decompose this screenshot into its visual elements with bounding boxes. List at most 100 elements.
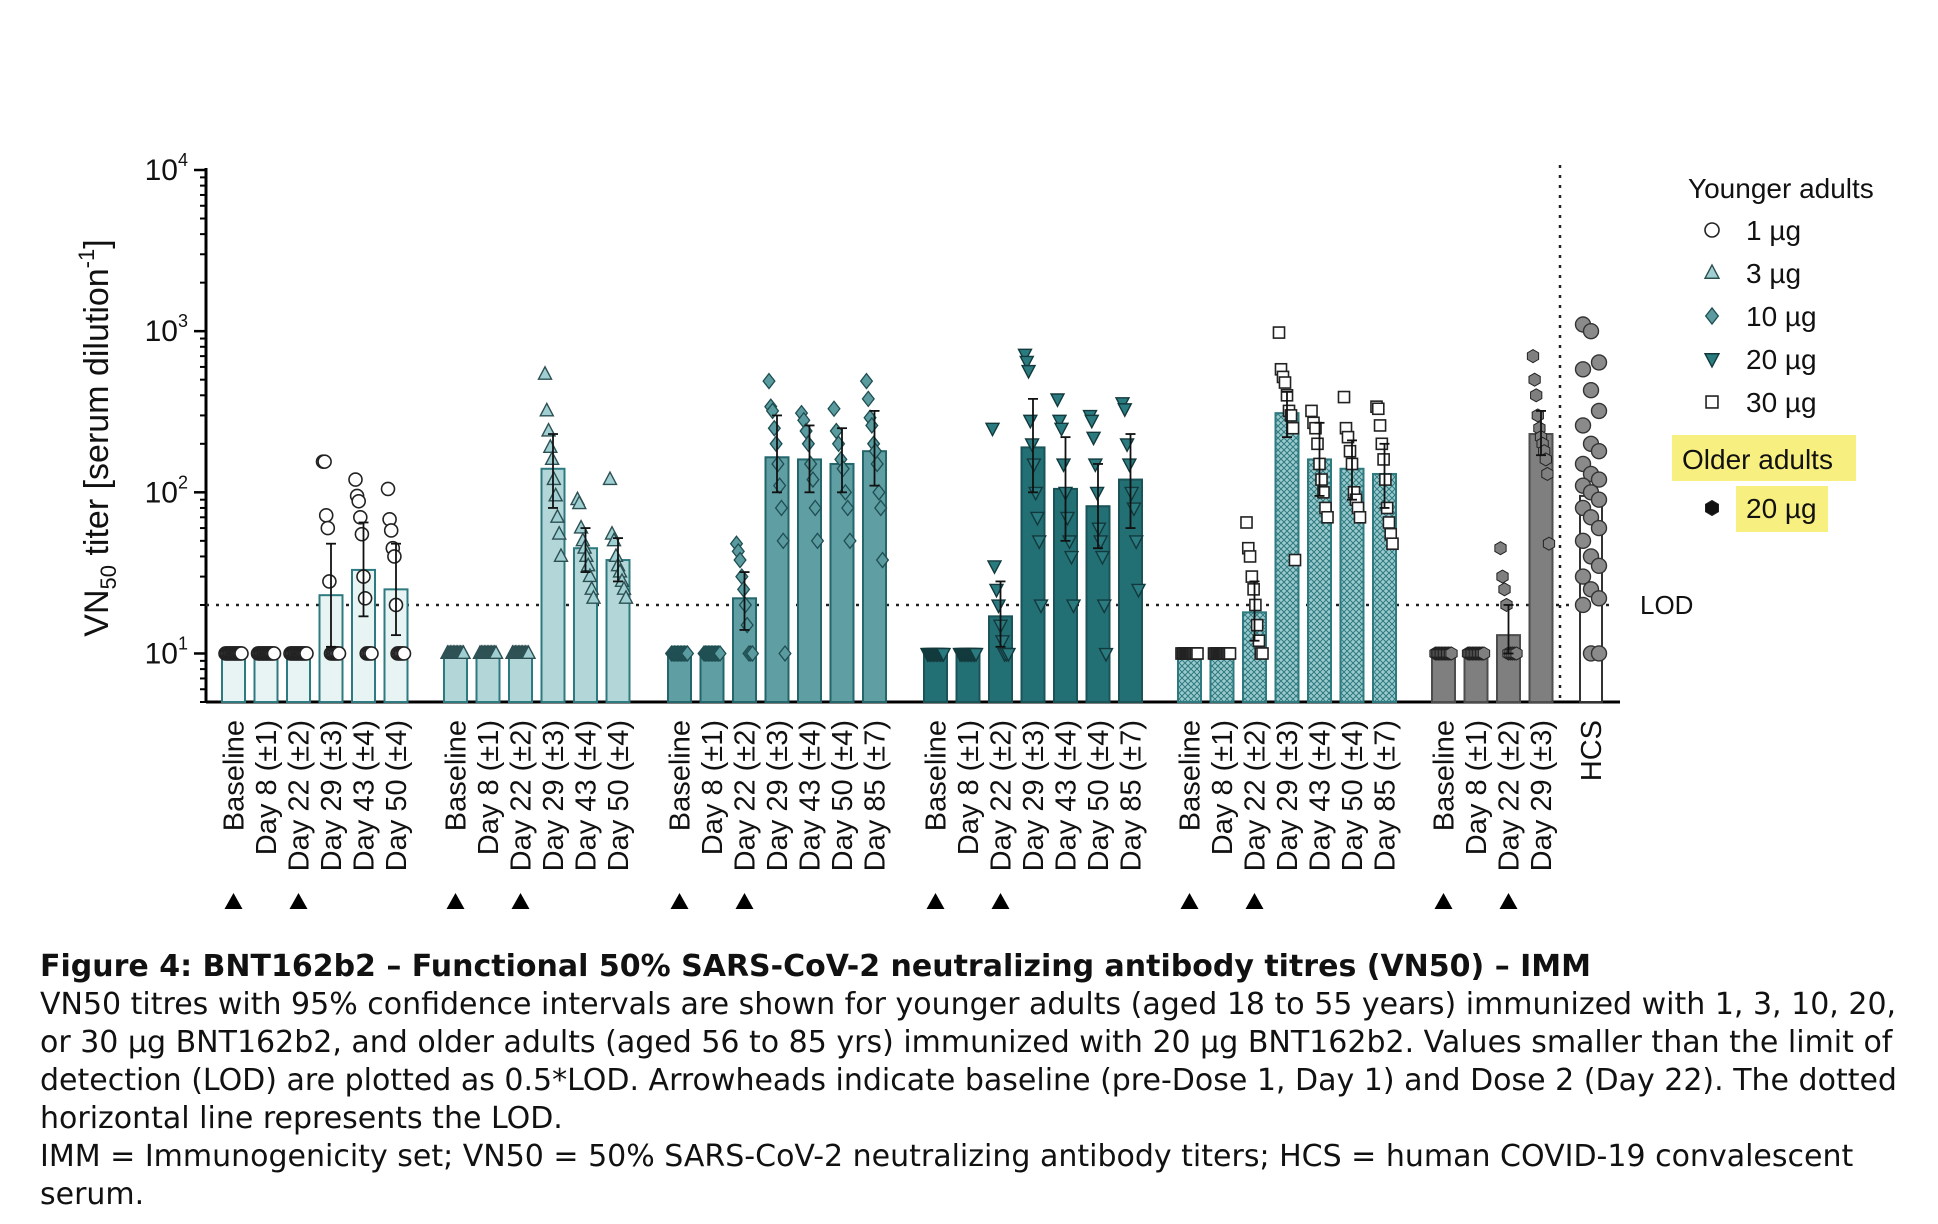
data-point (713, 644, 727, 663)
data-point (1243, 550, 1257, 563)
x-tick-label: Baseline (921, 720, 953, 831)
arrowhead-marker (670, 893, 689, 909)
hcs-data-point (1590, 471, 1608, 488)
data-point (1284, 409, 1298, 422)
x-tick-label: Day 43 (±4) (349, 720, 381, 871)
data-point (874, 499, 888, 517)
data-point (571, 494, 587, 510)
hcs-data-point (1590, 590, 1608, 607)
data-point (1096, 599, 1112, 614)
data-point (1311, 437, 1324, 451)
legend-marker (1705, 395, 1719, 409)
arrowhead-marker (511, 893, 530, 909)
bar-group-2 (667, 450, 887, 704)
data-point (803, 455, 818, 473)
data-point (1019, 355, 1035, 371)
x-tick-label: Day 50 (±4) (603, 720, 635, 871)
data-point (1065, 599, 1082, 614)
hcs-data-point (1574, 568, 1592, 585)
data-point (1371, 402, 1385, 416)
data-point (836, 460, 850, 478)
y-axis-label: VN50 titer [serum dilution-1] (74, 239, 121, 636)
legend-label: 20 µg (1746, 493, 1817, 524)
data-point (1084, 414, 1100, 430)
data-point (1337, 390, 1351, 404)
x-tick-label: Baseline (665, 720, 697, 831)
legend-marker (1705, 499, 1719, 517)
x-tick-label: Day 8 (±1) (473, 720, 505, 855)
data-point (539, 401, 555, 417)
data-point (740, 616, 754, 634)
y-tick-label: 102 (145, 472, 188, 509)
data-point (1373, 419, 1387, 432)
data-point (234, 646, 249, 661)
legend-label: 3 µg (1746, 258, 1801, 289)
data-point (1128, 535, 1144, 550)
data-point (859, 372, 874, 390)
data-point (540, 422, 557, 437)
x-tick-label: Day 29 (±3) (1526, 720, 1558, 871)
data-point (1123, 486, 1140, 502)
x-tick-label: Day 22 (±2) (986, 720, 1018, 871)
data-point (266, 646, 282, 661)
x-tick-label: Day 29 (±3) (1272, 720, 1304, 871)
data-point (1245, 570, 1259, 583)
data-point (776, 532, 790, 550)
arrowhead-marker (926, 893, 945, 909)
data-point (1353, 510, 1367, 524)
data-point (1286, 421, 1300, 435)
data-point (1539, 452, 1552, 467)
data-point (1051, 414, 1068, 430)
data-point (861, 390, 875, 408)
hcs-data-point (1590, 519, 1608, 537)
hcs-data-point (1590, 557, 1608, 575)
x-tick-label: Day 50 (±4) (381, 720, 413, 871)
data-point (827, 400, 841, 418)
data-point (348, 472, 363, 487)
data-point (865, 416, 879, 434)
legend-title-younger: Younger adults (1688, 173, 1874, 204)
data-point (1278, 376, 1292, 389)
data-point (380, 481, 396, 497)
data-point (331, 646, 347, 661)
data-point (1000, 647, 1017, 663)
bar (1463, 652, 1489, 704)
arrowhead-marker (446, 893, 465, 909)
data-point (299, 646, 314, 661)
data-point (537, 365, 553, 380)
data-point (1321, 510, 1334, 524)
data-point (762, 372, 776, 390)
data-point (351, 493, 367, 509)
hcs-data-point (1582, 509, 1600, 526)
data-point (872, 483, 886, 501)
data-point (383, 523, 399, 538)
y-tick-label: 103 (145, 311, 188, 348)
x-tick-label: Day 50 (±4) (827, 720, 859, 871)
x-tick-label: Baseline (441, 720, 473, 831)
data-point (1020, 364, 1037, 380)
bar (475, 652, 501, 704)
bar-group-3 (923, 446, 1143, 704)
data-point (870, 455, 884, 473)
bar-group-1 (443, 467, 631, 704)
x-tick-label: Baseline (219, 720, 251, 831)
data-point (520, 644, 537, 660)
x-tick-label: Day 50 (±4) (1083, 720, 1115, 871)
hcs-data-point (1590, 354, 1608, 371)
bar (1209, 652, 1235, 704)
data-point (1240, 516, 1253, 529)
data-point (1022, 414, 1038, 430)
data-point (1477, 646, 1491, 661)
x-tick-label: Day 43 (±4) (571, 720, 603, 871)
hcs-data-point (1582, 322, 1600, 340)
data-point (1510, 646, 1523, 661)
data-point (680, 644, 695, 663)
data-point (810, 532, 825, 550)
data-point (320, 520, 336, 536)
data-point (585, 589, 602, 604)
arrowhead-marker (991, 893, 1010, 909)
data-point (1117, 403, 1133, 418)
hcs-data-point (1590, 645, 1608, 662)
bar (764, 456, 790, 703)
x-tick-label: Day 85 (±7) (1370, 720, 1402, 871)
